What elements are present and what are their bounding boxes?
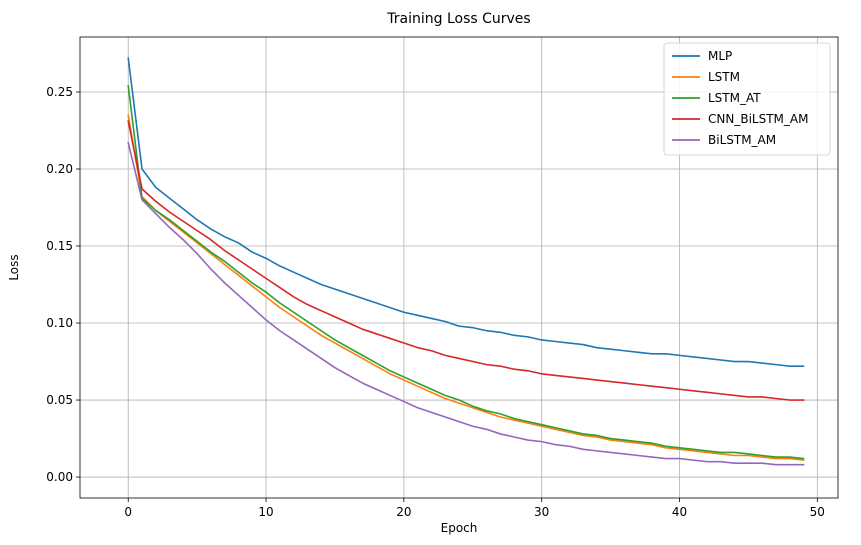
legend-label-mlp: MLP bbox=[708, 49, 732, 63]
legend-label-lstm: LSTM bbox=[708, 70, 740, 84]
y-tick-label: 0.00 bbox=[46, 470, 73, 484]
x-tick-label: 40 bbox=[672, 505, 687, 519]
y-tick-label: 0.25 bbox=[46, 85, 73, 99]
chart-title: Training Loss Curves bbox=[386, 11, 530, 27]
plot-area-frame bbox=[79, 36, 839, 499]
y-tick-label: 0.10 bbox=[46, 316, 73, 330]
x-tick-label: 20 bbox=[396, 505, 411, 519]
axis-ticks: 0 10 20 30 40 50 0.00 0.05 0.10 0.15 0.20 0.25 bbox=[46, 85, 825, 519]
y-axis-label: Loss bbox=[7, 254, 21, 280]
y-tick-label: 0.05 bbox=[46, 393, 73, 407]
series-line-lstm-at bbox=[127, 84, 805, 460]
x-tick-label: 0 bbox=[124, 505, 132, 519]
series-line-lstm bbox=[127, 114, 805, 461]
y-tick-label: 0.15 bbox=[46, 239, 73, 253]
x-tick-label: 30 bbox=[534, 505, 549, 519]
series-line-mlp bbox=[127, 57, 805, 367]
series-line-bilstm-am bbox=[127, 141, 805, 466]
legend-label-bilstm-am: BiLSTM_AM bbox=[708, 133, 776, 147]
series-lines bbox=[127, 57, 805, 466]
legend: MLP LSTM LSTM_AT CNN_BiLSTM_AM BiLSTM_AM bbox=[663, 42, 831, 156]
legend-box bbox=[663, 42, 831, 156]
legend-label-lstm-at: LSTM_AT bbox=[708, 91, 761, 105]
x-tick-label: 50 bbox=[810, 505, 825, 519]
series-line-cnn-bilstm-am bbox=[127, 120, 805, 401]
y-tick-label: 0.20 bbox=[46, 162, 73, 176]
x-axis-label: Epoch bbox=[441, 521, 478, 535]
legend-label-cnn-bilstm-am: CNN_BiLSTM_AM bbox=[708, 112, 808, 126]
x-tick-label: 10 bbox=[258, 505, 273, 519]
